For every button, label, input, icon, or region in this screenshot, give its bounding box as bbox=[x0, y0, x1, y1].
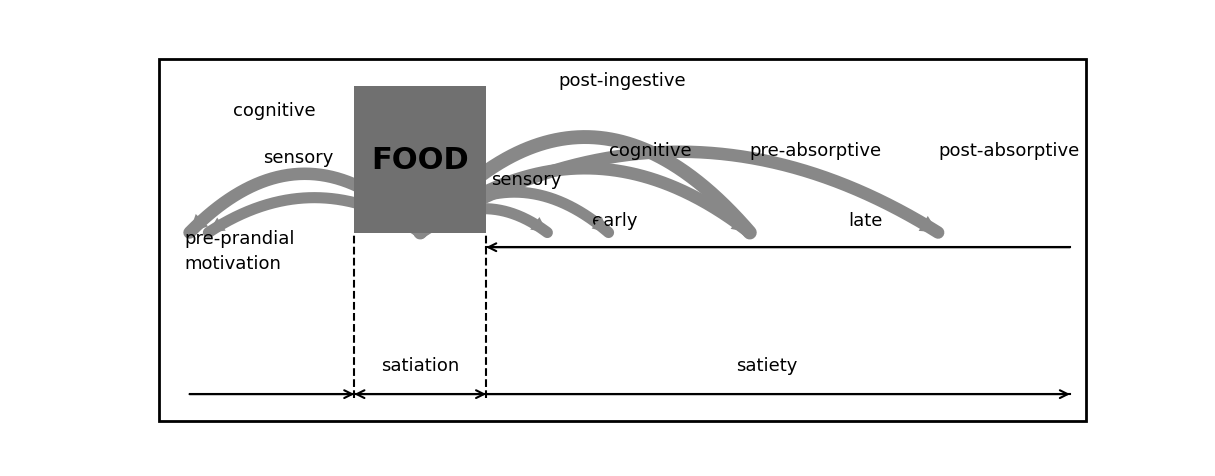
Text: pre-prandial
motivation: pre-prandial motivation bbox=[185, 230, 295, 273]
Text: satiety: satiety bbox=[736, 356, 797, 374]
Text: post-ingestive: post-ingestive bbox=[559, 72, 686, 90]
Text: cognitive: cognitive bbox=[233, 101, 316, 119]
Text: post-absorptive: post-absorptive bbox=[938, 142, 1079, 160]
Text: late: late bbox=[848, 211, 883, 229]
Bar bbox=[355, 87, 486, 233]
Text: sensory: sensory bbox=[491, 171, 561, 189]
Text: pre-absorptive: pre-absorptive bbox=[750, 142, 882, 160]
Text: cognitive: cognitive bbox=[609, 142, 691, 160]
Text: sensory: sensory bbox=[262, 149, 333, 167]
Text: early: early bbox=[592, 211, 638, 229]
Text: FOOD: FOOD bbox=[372, 145, 469, 174]
Text: satiation: satiation bbox=[382, 356, 459, 374]
